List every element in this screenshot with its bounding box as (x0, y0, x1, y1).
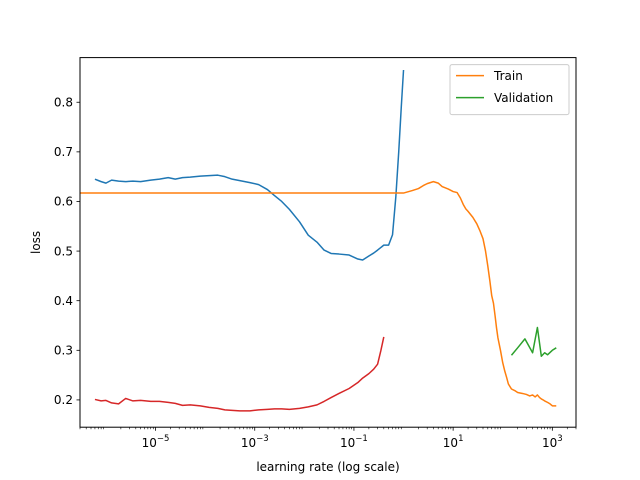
legend-label-train: Train (493, 69, 523, 83)
series-line-train (80, 180, 557, 407)
x-tick-label: 101 (443, 434, 464, 450)
x-tick-label: 10−5 (142, 434, 170, 450)
y-tick-label: 0.5 (54, 244, 73, 258)
series-line-1 (94, 69, 405, 261)
series-line-validation (510, 326, 557, 358)
y-tick-label: 0.3 (54, 344, 73, 358)
y-tick-label: 0.8 (54, 95, 73, 109)
y-tick-label: 0.6 (54, 195, 73, 209)
legend-label-validation: Validation (494, 91, 553, 105)
legend-box (449, 64, 570, 116)
y-tick-label: 0.2 (54, 393, 73, 407)
plot-area (80, 69, 557, 412)
y-tick-label: 0.7 (54, 145, 73, 159)
x-axis-label: learning rate (log scale) (256, 460, 399, 474)
series-line-4 (94, 336, 385, 412)
series-layer (80, 69, 557, 412)
y-axis-label: loss (29, 231, 43, 254)
x-tick-label: 103 (542, 434, 563, 450)
legend: Train Validation (449, 64, 570, 116)
x-tick-label: 10−1 (340, 434, 368, 450)
y-axis-ticks: 0.2 0.3 0.4 0.5 0.6 0.7 0.8 (54, 95, 80, 407)
x-axis-ticks: 10−5 10−3 10−1 101 103 (79, 427, 577, 450)
x-tick-label: 10−3 (241, 434, 269, 450)
y-tick-label: 0.4 (54, 294, 73, 308)
